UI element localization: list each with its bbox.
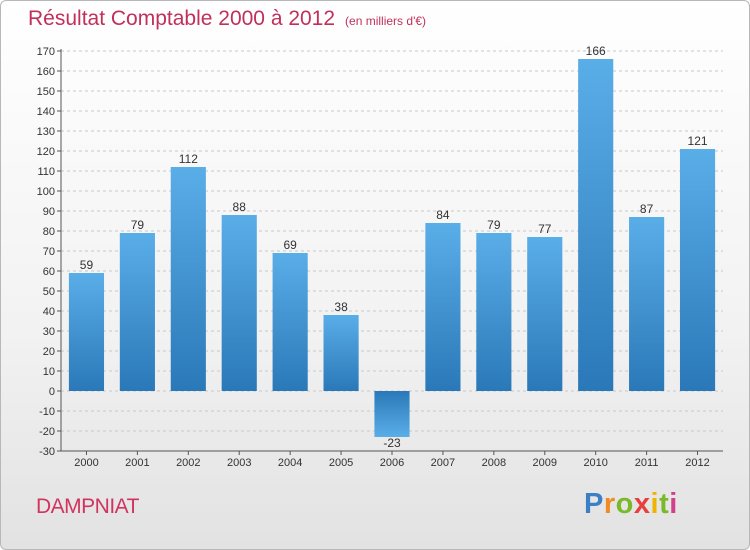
y-tick-label: 110 [37,166,55,178]
x-tick-label: 2007 [431,457,455,469]
data-label-2006: -23 [383,436,401,450]
x-tick-label: 2002 [176,457,200,469]
bar-2011 [629,217,665,391]
data-label-2000: 59 [80,258,94,272]
bar-2004 [272,253,308,391]
data-label-2002: 112 [179,152,198,166]
x-tick-label: 2010 [583,457,607,469]
bar-2008 [476,233,512,391]
y-tick-label: 140 [37,106,55,118]
data-label-2005: 38 [334,300,348,314]
y-tick-label: 40 [43,306,55,318]
bar-2007 [425,223,461,391]
data-label-2004: 69 [283,238,297,252]
x-tick-label: 2005 [329,457,353,469]
data-labels: 59 79 112 88 69 38 -23 84 79 77 166 87 121 [80,44,708,450]
y-tick-label: 100 [37,186,55,198]
y-tick-label: 20 [43,346,55,358]
y-tick-label: 50 [43,286,55,298]
bar-2001 [119,233,155,391]
y-tick-label: 60 [43,266,55,278]
chart-title-text: Résultat Comptable 2000 à 2012 [28,7,336,30]
x-tick-label: 2008 [482,457,506,469]
chart-subtitle: (en milliers d'€) [345,14,427,28]
logo-letter: x [633,488,651,520]
x-tick-label: 2001 [125,457,149,469]
proxiti-logo: Proxiti [584,488,678,521]
y-tick-label: 160 [37,66,55,78]
y-tick-label: 10 [43,366,55,378]
y-tick-label: 0 [49,386,55,398]
bar-2002 [170,167,206,391]
bar-2000 [68,273,105,391]
y-tick-label: -20 [39,426,55,438]
bar-2012 [679,149,716,391]
bar-2003 [221,215,257,391]
x-tick-label: 2009 [533,457,557,469]
y-tick-label: 150 [37,86,55,98]
logo-letter: t [659,488,670,520]
data-label-2011: 87 [640,202,654,216]
bar-2009 [527,237,563,391]
logo-letter: r [603,488,616,520]
x-tick-label: 2012 [685,457,709,469]
bars [68,59,716,437]
data-label-2012: 121 [688,134,708,148]
axes: -30 -20 -10 0 10 20 30 40 50 60 70 80 90 100 110 120 130… [37,46,723,469]
y-tick-label: 90 [43,206,55,218]
x-tick-label: 2003 [227,457,251,469]
data-label-2008: 79 [487,218,501,232]
logo-letter: P [584,488,604,520]
y-tick-label: 170 [37,46,55,58]
logo-letter: o [615,488,634,520]
y-tick-label: 120 [37,146,55,158]
bar-2010 [578,59,614,391]
x-tick-label: 2004 [278,457,302,469]
chart-title: Résultat Comptable 2000 à 2012 (en millie… [28,7,426,31]
bar-2005 [323,315,359,391]
commune-name: DAMPNIAT [36,495,139,518]
data-label-2009: 77 [538,222,552,236]
y-tick-label: 130 [37,126,55,138]
data-label-2010: 166 [586,44,606,58]
x-tick-label: 2006 [380,457,404,469]
y-tick-label: 30 [43,326,55,338]
x-tick-label: 2011 [635,457,659,469]
y-tick-label: -10 [39,406,55,418]
data-label-2007: 84 [436,208,450,222]
data-label-2003: 88 [233,200,247,214]
logo-letter: i [669,488,678,520]
y-tick-label: 80 [43,226,55,238]
y-tick-label: 70 [43,246,55,258]
bar-2006 [374,391,410,437]
logo-letter: i [650,488,660,520]
x-tick-label: 2000 [74,457,98,469]
data-label-2001: 79 [131,218,145,232]
y-tick-label: -30 [39,446,55,458]
